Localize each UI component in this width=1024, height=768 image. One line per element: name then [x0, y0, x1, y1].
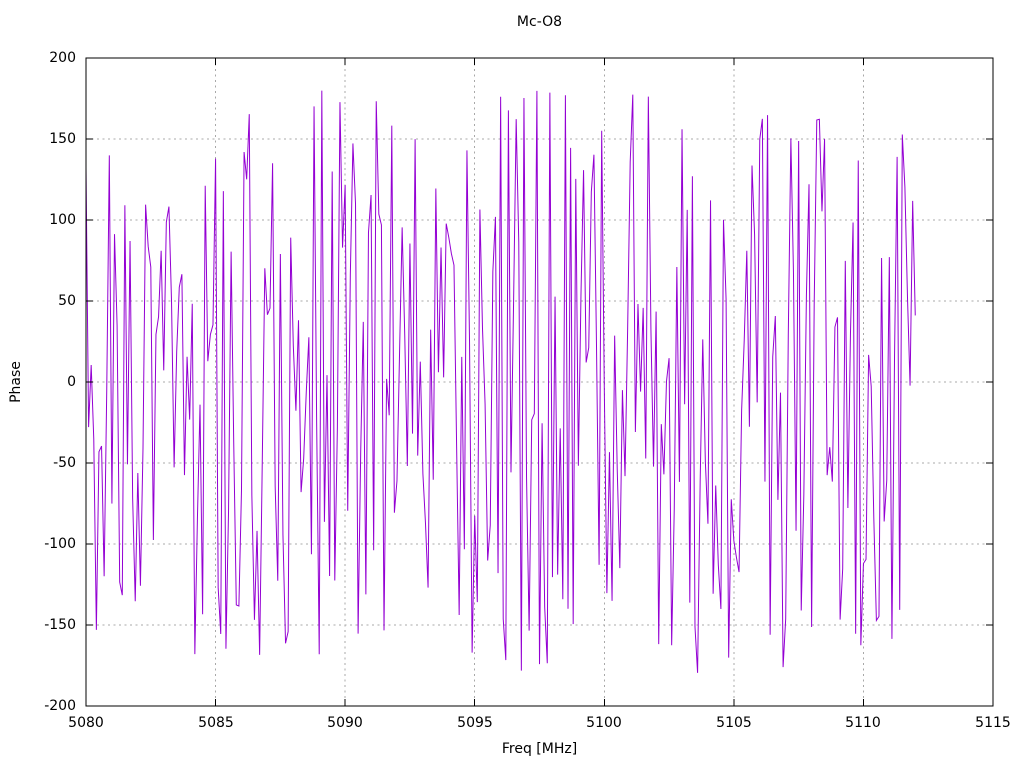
y-tick-label-200: 200	[49, 50, 76, 66]
x-tick-label-5085: 5085	[198, 715, 234, 731]
y-tick-label-n150: -150	[44, 617, 76, 633]
y-tick-label-100: 100	[49, 212, 76, 228]
x-tick-label-5080: 5080	[68, 715, 104, 731]
y-tick-label-n200: -200	[44, 698, 76, 714]
phase-series-line	[85, 90, 916, 673]
y-tick-label-n50: -50	[53, 455, 76, 471]
x-tick-label-5105: 5105	[716, 715, 752, 731]
x-tick-label-5115: 5115	[975, 715, 1011, 731]
x-tick-label-5095: 5095	[457, 715, 493, 731]
y-tick-label-150: 150	[49, 131, 76, 147]
chart-title: Mc-O8	[516, 14, 563, 30]
y-tick-label-50: 50	[58, 293, 76, 309]
x-axis-label: Freq [MHz]	[501, 741, 578, 757]
y-tick-label-0: 0	[67, 374, 76, 390]
x-tick-label-5100: 5100	[586, 715, 622, 731]
x-tick-label-5090: 5090	[327, 715, 363, 731]
x-tick-label-5110: 5110	[845, 715, 881, 731]
y-tick-label-n100: -100	[44, 536, 76, 552]
